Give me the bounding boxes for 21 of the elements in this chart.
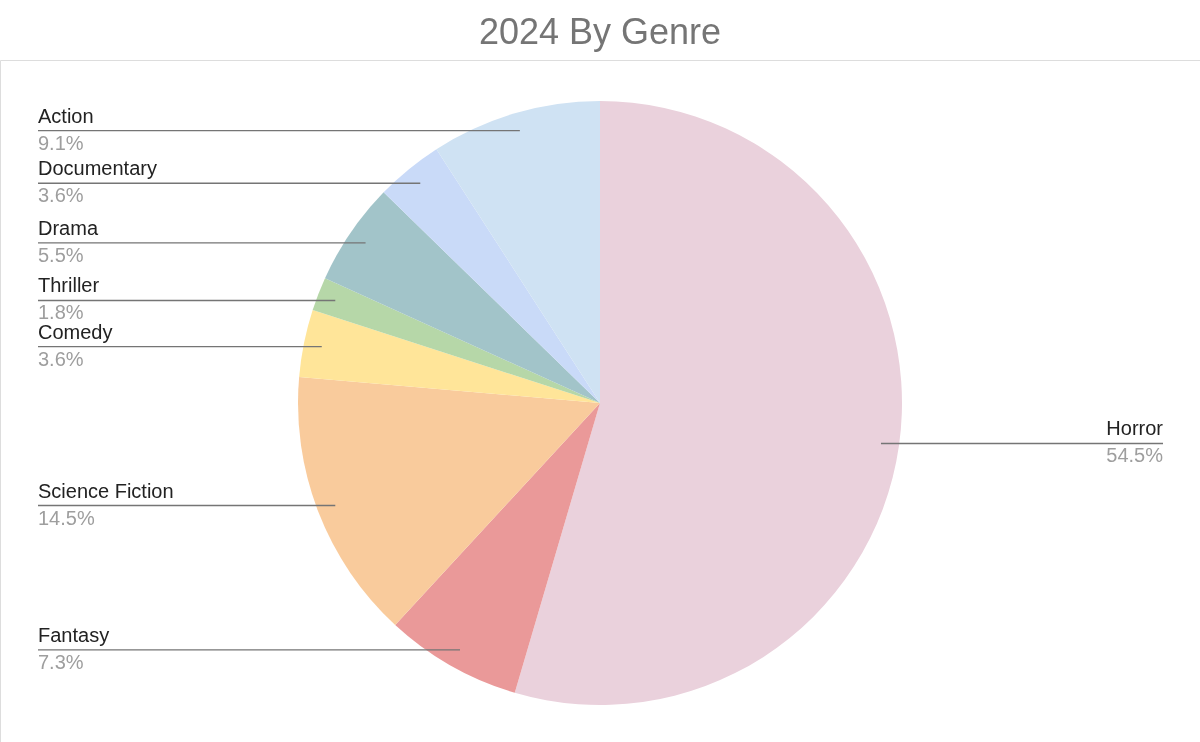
data-label: 7.3% [38,650,84,673]
slice-label: Fantasy [38,623,110,646]
slice-label: Action [38,104,94,127]
slice-label: Horror [1106,417,1164,440]
data-label: 9.1% [38,131,84,154]
slice-label: Documentary [38,157,157,180]
pie-slice [395,403,600,693]
slice-label: Thriller [38,274,100,297]
pie-slice [298,376,600,625]
pie-slice [514,101,902,705]
data-label: 5.5% [38,243,84,266]
data-label: 54.5% [1106,444,1164,467]
chart-title: 2024 By Genre [478,11,722,52]
slice-label: Science Fiction [38,479,174,502]
slice-label: Drama [38,216,99,239]
pie-slice [299,310,600,403]
pie-slice [312,278,600,403]
pie-slice [325,192,600,403]
data-label: 3.6% [38,184,84,207]
data-label: 3.6% [38,347,84,370]
data-label: 14.5% [38,506,95,529]
